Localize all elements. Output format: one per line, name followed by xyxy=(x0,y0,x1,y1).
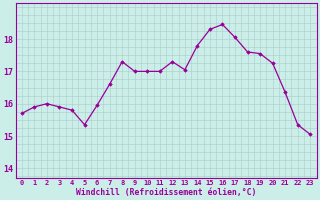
X-axis label: Windchill (Refroidissement éolien,°C): Windchill (Refroidissement éolien,°C) xyxy=(76,188,256,197)
